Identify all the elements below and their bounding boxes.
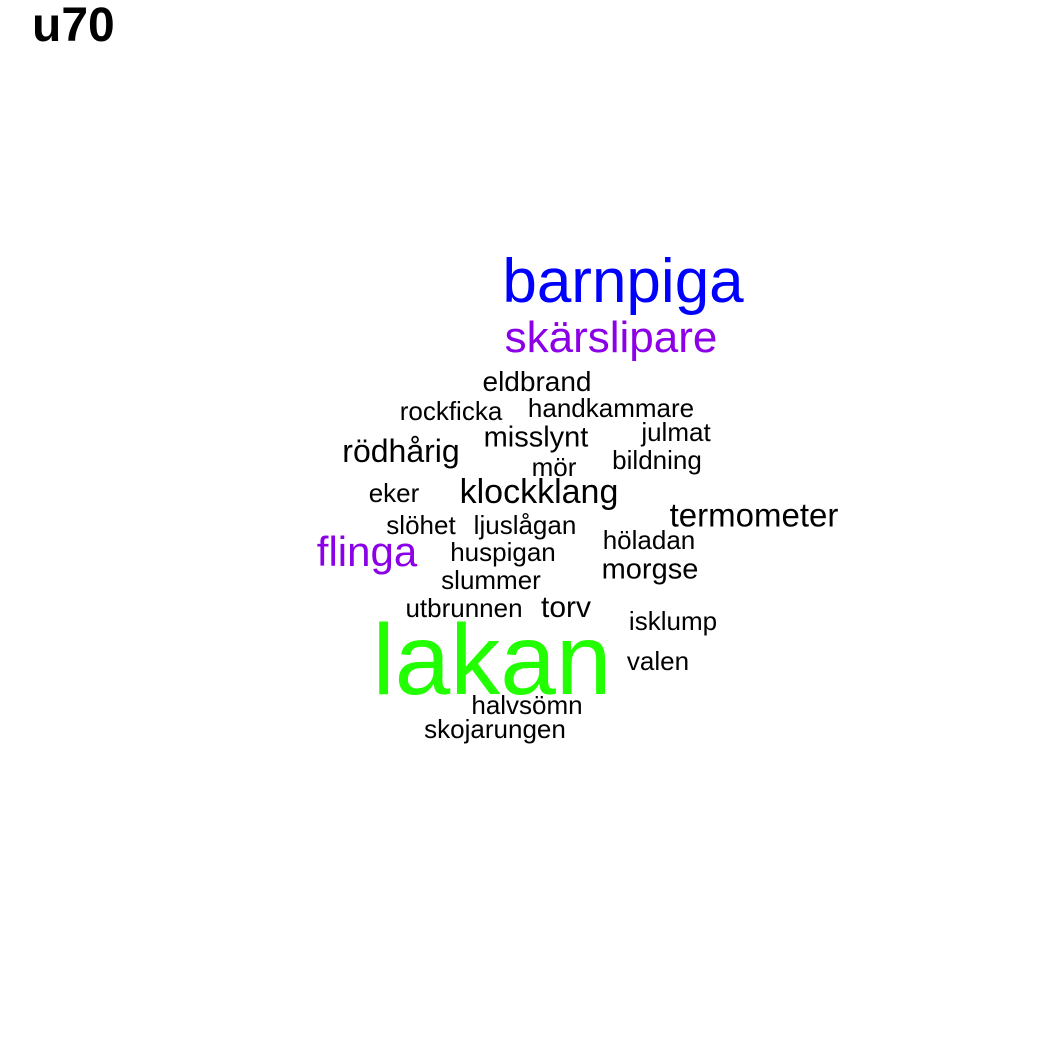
word-mor: mör bbox=[531, 452, 577, 482]
word-termometer: termometer bbox=[669, 496, 839, 534]
word-skarslipare: skärslipare bbox=[504, 313, 718, 362]
page-title: u70 bbox=[32, 0, 115, 52]
word-misslynt: misslynt bbox=[483, 421, 589, 454]
word-halvsomn: halvsömn bbox=[471, 690, 583, 720]
word-ljuslagan: ljuslågan bbox=[473, 510, 577, 540]
word-eldbrand: eldbrand bbox=[482, 366, 592, 397]
word-skojarungen: skojarungen bbox=[424, 714, 566, 744]
word-julmat: julmat bbox=[641, 417, 711, 447]
word-barnpiga: barnpiga bbox=[502, 247, 744, 316]
word-utbrunnen: utbrunnen bbox=[405, 593, 523, 623]
word-bildning: bildning bbox=[612, 445, 702, 475]
word-slummer: slummer bbox=[441, 565, 541, 595]
word-morgse: morgse bbox=[601, 553, 699, 586]
word-handkammare: handkammare bbox=[527, 393, 695, 423]
word-lakan: lakan bbox=[372, 604, 612, 716]
word-rockficka: rockficka bbox=[399, 396, 503, 426]
word-huspigan: huspigan bbox=[450, 537, 556, 567]
word-valen: valen bbox=[626, 646, 690, 676]
word-slohet: slöhet bbox=[386, 510, 456, 540]
word-isklump: isklump bbox=[628, 606, 718, 636]
word-klockklang: klockklang bbox=[459, 473, 619, 511]
word-rodharig: rödhårig bbox=[342, 433, 460, 469]
word-holadan: höladan bbox=[602, 525, 696, 555]
word-flinga: flinga bbox=[316, 528, 418, 575]
word-torv: torv bbox=[540, 591, 592, 624]
word-eker: eker bbox=[368, 478, 420, 508]
